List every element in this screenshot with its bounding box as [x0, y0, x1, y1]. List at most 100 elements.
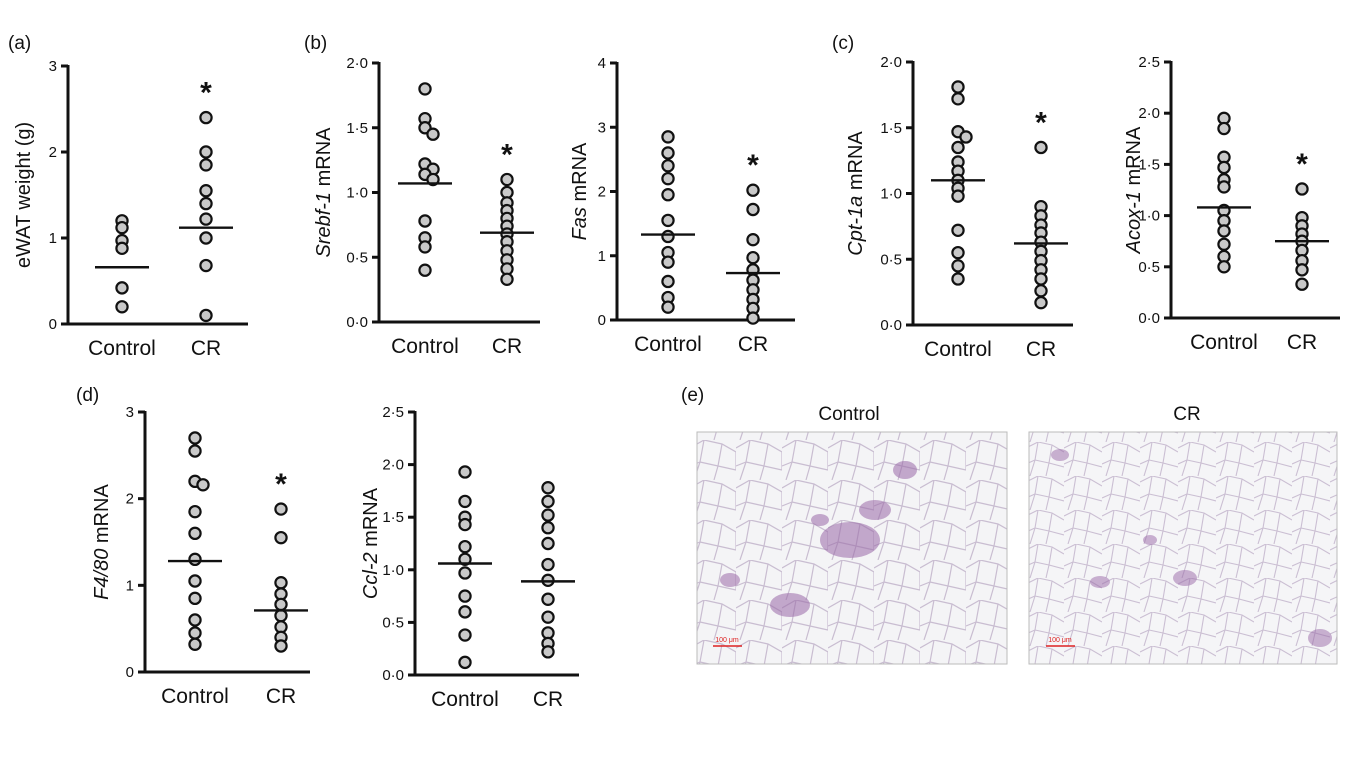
y-tick-label: 2·5: [382, 404, 404, 421]
data-point: [418, 263, 432, 277]
data-point: [458, 552, 472, 566]
data-point: [541, 557, 555, 572]
data-point: [188, 552, 202, 567]
data-point: [661, 171, 675, 186]
y-tick-label: 0·5: [1138, 259, 1160, 276]
data-point: [541, 610, 555, 624]
y-tick-label: 1·0: [880, 186, 902, 203]
scale-bar-control: 100 μm: [715, 637, 739, 644]
category-label: CR: [191, 337, 221, 360]
y-tick-label: 0·0: [1138, 310, 1160, 327]
data-point: [458, 465, 472, 479]
data-point: [746, 202, 760, 217]
data-point: [1295, 182, 1309, 196]
data-point: [188, 431, 202, 445]
data-point: [541, 494, 555, 509]
data-point: [426, 127, 440, 141]
data-point: [418, 82, 432, 96]
y-tick-label: 1·0: [346, 185, 368, 202]
panel-label-d: (d): [76, 385, 99, 406]
y-tick-label: 2: [49, 144, 57, 161]
y-tick-label: 0: [126, 664, 134, 681]
data-point: [951, 272, 965, 286]
data-point: [199, 231, 213, 245]
data-point: [951, 140, 965, 155]
y-tick-label: 0·5: [382, 614, 404, 631]
data-point: [274, 639, 288, 653]
data-point: [951, 189, 965, 203]
data-point: [458, 494, 472, 509]
data-point: [1034, 284, 1048, 298]
data-point: [661, 188, 675, 202]
data-point: [661, 274, 675, 289]
data-point: [1295, 263, 1309, 277]
y-tick-label: 1·5: [1138, 156, 1160, 173]
data-point: [746, 311, 760, 325]
data-point: [196, 478, 210, 492]
y-tick-label: 0·0: [382, 667, 404, 684]
y-tick-label: 0: [598, 312, 606, 329]
data-point: [951, 92, 965, 106]
y-axis-label: eWAT weight (g): [13, 122, 35, 268]
data-point: [661, 255, 675, 269]
y-axis-label: Fas mRNA: [569, 142, 591, 240]
chart-cpt1a-mrna: 0·0 0·5 1·0 1·5 2·0 Control CR Cpt-1a mRNA *: [845, 54, 1073, 361]
data-point: [458, 566, 472, 580]
data-point: [746, 250, 760, 265]
data-point: [458, 539, 472, 554]
data-point: [746, 232, 760, 247]
y-tick-label: 1: [49, 230, 57, 247]
data-point: [1217, 121, 1231, 136]
data-point: [115, 220, 129, 235]
panel-label-c: (c): [832, 33, 854, 54]
data-point: [188, 526, 202, 541]
y-axis-label: Acox-1 mRNA: [1123, 126, 1145, 254]
histology-label-control: Control: [818, 404, 879, 425]
data-point: [458, 517, 472, 532]
data-point: [188, 591, 202, 606]
y-axis-label-gene: Fas: [569, 207, 591, 240]
data-point: [458, 605, 472, 619]
y-tick-label: 1·0: [1138, 208, 1160, 225]
y-tick-label: 2·0: [1138, 105, 1160, 122]
histology-image-cr: 100 μm: [1028, 431, 1338, 665]
histology-image-control: 100 μm: [696, 431, 1008, 665]
data-point: [959, 130, 973, 144]
data-point: [274, 530, 288, 545]
data-point: [541, 592, 555, 606]
data-point: [274, 597, 288, 612]
significance-marker: *: [501, 139, 513, 172]
data-point: [541, 508, 555, 522]
y-tick-label: 1·5: [880, 120, 902, 137]
data-point: [418, 214, 432, 228]
data-point: [1217, 237, 1231, 251]
y-axis-label: F4/80 mRNA: [91, 484, 113, 600]
data-point: [951, 259, 965, 273]
panel-label-b: (b): [304, 33, 327, 54]
panel-label-e: (e): [681, 385, 704, 406]
chart-ccl2-mrna: 0·0 0·5 1·0 1·5 2·0 2·5 Control CR Ccl-2 mRNA: [360, 404, 579, 711]
y-axis-label-unit: mRNA: [313, 127, 335, 192]
y-tick-label: 3: [49, 58, 57, 75]
y-tick-label: 2·0: [346, 55, 368, 72]
scale-bar-cr: 100 μm: [1048, 637, 1072, 644]
data-point: [458, 628, 472, 642]
data-point: [199, 212, 213, 226]
significance-marker: *: [200, 77, 212, 110]
y-axis-label-gene: Ccl-2: [360, 552, 382, 599]
y-axis-label: Cpt-1a mRNA: [845, 131, 867, 256]
y-tick-label: 0·0: [346, 314, 368, 331]
y-tick-label: 3: [126, 404, 134, 421]
panel-label-a: (a): [8, 33, 31, 54]
data-point: [458, 655, 472, 670]
y-tick-label: 0·0: [880, 317, 902, 334]
data-point: [1034, 140, 1048, 155]
category-label: Control: [88, 337, 156, 360]
y-axis-label-gene: F4/80: [91, 549, 113, 600]
data-point: [1034, 272, 1048, 286]
y-axis-label-unit: mRNA: [1123, 126, 1145, 191]
data-point: [661, 146, 675, 160]
data-point: [418, 240, 432, 254]
significance-marker: *: [275, 468, 287, 501]
